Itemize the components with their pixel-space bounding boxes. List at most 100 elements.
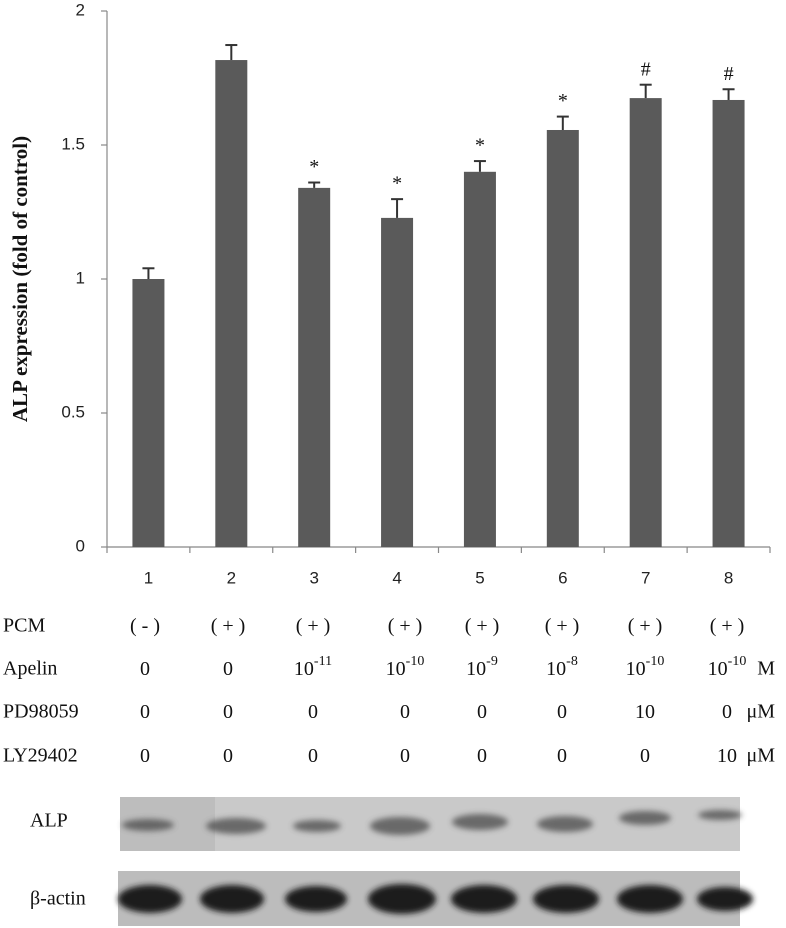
cell-superscript: -9: [486, 654, 498, 669]
table-cell: 10: [717, 745, 737, 767]
cell-text: 0: [722, 701, 732, 723]
significance-mark: *: [475, 135, 485, 157]
significance-mark: *: [309, 156, 319, 178]
table-cell: 10-10: [708, 654, 747, 679]
cell-text: 0: [223, 701, 233, 723]
cell-superscript: -10: [406, 654, 425, 669]
row-label: PD98059: [3, 701, 79, 723]
bar: [463, 171, 496, 548]
table-cell: 0: [557, 745, 567, 767]
error-bar: [722, 88, 735, 100]
y-tick-label: 1.5: [61, 134, 85, 153]
table-cell: 0: [557, 701, 567, 723]
cell-text: 10: [717, 745, 737, 767]
y-tick-label: 2: [76, 0, 85, 19]
cell-text: 0: [223, 658, 233, 680]
table-cell: 0: [223, 701, 233, 723]
table-cell: 10-9: [466, 654, 498, 679]
significance-mark: #: [641, 58, 651, 80]
blot-label: β-actin: [30, 888, 86, 910]
table-cell: 0: [223, 658, 233, 680]
x-tick-label: 1: [144, 568, 153, 587]
actin-blot: [118, 871, 753, 926]
cell-text: ( + ): [465, 615, 500, 637]
table-cell: 0: [140, 658, 150, 680]
alp-blot: [120, 797, 742, 851]
x-tick-label: 6: [558, 568, 567, 587]
bar: [132, 279, 165, 547]
table-cell: 0: [477, 745, 487, 767]
table-cell: 0: [140, 701, 150, 723]
x-tick-label: 2: [227, 568, 236, 587]
table-cell: 0: [223, 745, 233, 767]
cell-text: 10: [626, 658, 646, 680]
cell-text: 10: [466, 658, 486, 680]
cell-text: ( + ): [388, 615, 423, 637]
cell-text: 10: [294, 658, 314, 680]
cell-text: 0: [640, 745, 650, 767]
cell-text: 10: [635, 701, 655, 723]
x-tick-label: 8: [724, 568, 733, 587]
cell-text: ( + ): [296, 615, 331, 637]
cell-text: 0: [477, 701, 487, 723]
error-bar: [391, 198, 404, 218]
bar: [629, 98, 662, 547]
cell-text: 0: [400, 701, 410, 723]
table-cell: 10-10: [386, 654, 425, 679]
error-bar: [308, 181, 321, 188]
row-unit: μM: [746, 701, 775, 723]
cell-text: ( - ): [130, 615, 160, 637]
table-cell: 0: [308, 701, 318, 723]
cell-text: 0: [140, 658, 150, 680]
cell-superscript: -11: [314, 654, 332, 669]
error-bar: [225, 44, 238, 61]
row-unit: μM: [746, 745, 775, 767]
table-cell: ( + ): [545, 615, 580, 637]
x-tick-label: 3: [309, 568, 318, 587]
cell-text: ( + ): [628, 615, 663, 637]
table-cell: ( + ): [296, 615, 331, 637]
cell-superscript: -8: [566, 654, 578, 669]
cell-text: 0: [477, 745, 487, 767]
x-tick-label: 7: [641, 568, 650, 587]
table-cell: 10-10: [626, 654, 665, 679]
row-unit: M: [757, 658, 775, 680]
cell-text: 10: [386, 658, 406, 680]
error-bar: [556, 115, 569, 130]
table-cell: 0: [400, 745, 410, 767]
table-cell: 0: [640, 745, 650, 767]
significance-mark: *: [392, 173, 402, 195]
cell-text: 0: [400, 745, 410, 767]
cell-text: 0: [140, 701, 150, 723]
cell-text: 10: [546, 658, 566, 680]
table-cell: 0: [400, 701, 410, 723]
table-cell: 0: [477, 701, 487, 723]
blot-label: ALP: [30, 810, 68, 832]
x-tick-label: 5: [475, 568, 484, 587]
row-label: Apelin: [3, 658, 57, 680]
table-cell: ( + ): [628, 615, 663, 637]
significance-mark: *: [558, 90, 568, 112]
table-cell: ( + ): [710, 615, 745, 637]
table-cell: 10-8: [546, 654, 578, 679]
table-cell: ( + ): [465, 615, 500, 637]
row-label: LY29402: [3, 745, 78, 767]
y-axis-label: ALP expression (fold of control): [8, 136, 32, 422]
table-cell: 0: [140, 745, 150, 767]
cell-text: 0: [308, 701, 318, 723]
y-tick-label: 0: [76, 536, 85, 555]
cell-superscript: -10: [728, 654, 747, 669]
table-cell: 10: [635, 701, 655, 723]
bar: [298, 187, 331, 547]
x-tick-label: 4: [392, 568, 401, 587]
cell-text: 0: [557, 701, 567, 723]
bar: [546, 129, 579, 547]
error-bar: [473, 160, 486, 172]
row-label: PCM: [3, 615, 45, 637]
table-cell: 0: [722, 701, 732, 723]
cell-text: ( + ): [710, 615, 745, 637]
cell-text: 10: [708, 658, 728, 680]
y-tick-label: 0.5: [61, 402, 85, 421]
cell-text: 0: [223, 745, 233, 767]
